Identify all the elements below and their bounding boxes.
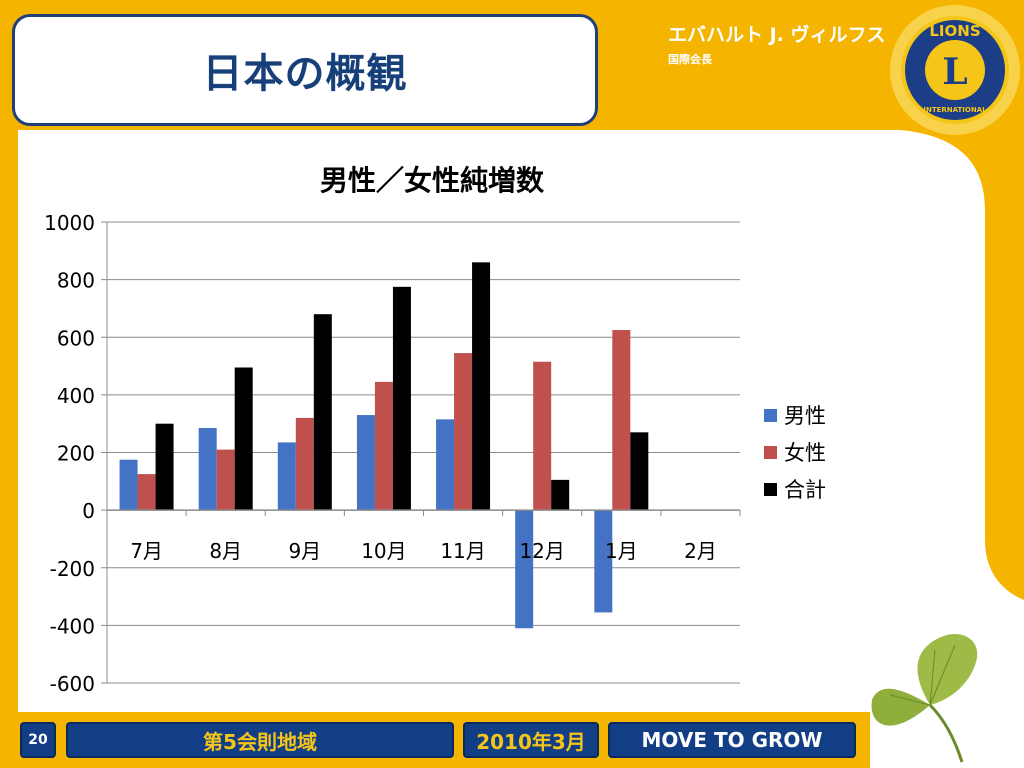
legend-swatch bbox=[764, 409, 777, 422]
bar-male bbox=[277, 442, 296, 511]
y-tick-label: 1000 bbox=[44, 211, 95, 235]
bar-total bbox=[472, 262, 491, 511]
bar-female bbox=[533, 361, 552, 511]
y-tick-label: 600 bbox=[57, 326, 95, 350]
ginkgo-leaf-image bbox=[871, 634, 978, 763]
bar-total bbox=[313, 314, 332, 511]
chart-axes bbox=[101, 221, 741, 684]
chart-title: 男性／女性純増数 bbox=[320, 164, 545, 197]
x-tick-label: 8月 bbox=[209, 539, 242, 563]
bar-male bbox=[594, 510, 613, 613]
bar-female bbox=[216, 449, 235, 511]
chart-x-ticks: 7月 8月 9月 10月 11月 12月 1月 2月 bbox=[130, 539, 717, 563]
x-tick-label: 1月 bbox=[605, 539, 638, 563]
x-tick-label: 7月 bbox=[130, 539, 163, 563]
bar-male bbox=[436, 419, 455, 511]
lions-logo: L LIONS INTERNATIONAL bbox=[890, 5, 1020, 135]
logo-letter: L bbox=[942, 51, 967, 93]
y-tick-label: -600 bbox=[50, 672, 95, 696]
y-tick-label: 200 bbox=[57, 442, 95, 466]
bar-male bbox=[119, 459, 138, 511]
logo-text-top: LIONS bbox=[929, 22, 980, 40]
page-number-box: 20 bbox=[20, 722, 56, 758]
chart-y-ticks: 1000 800 600 400 200 0 -200 -400 -600 bbox=[44, 211, 95, 696]
y-tick-label: 0 bbox=[82, 499, 95, 523]
region-box: 第5会則地域 bbox=[66, 722, 454, 758]
chart-bars bbox=[119, 262, 649, 629]
y-tick-label: -200 bbox=[50, 557, 95, 581]
slogan-label: MOVE TO GROW bbox=[641, 728, 823, 752]
legend-label: 男性 bbox=[784, 404, 826, 428]
bar-female bbox=[454, 353, 473, 511]
y-tick-label: 800 bbox=[57, 269, 95, 293]
date-label: 2010年3月 bbox=[476, 729, 586, 754]
presenter-block: エバハルト J. ヴィルフス 国際会長 bbox=[668, 20, 886, 67]
bar-total bbox=[630, 432, 649, 511]
page-number: 20 bbox=[28, 732, 48, 748]
x-tick-label: 10月 bbox=[361, 539, 406, 563]
logo-text-bottom: INTERNATIONAL bbox=[923, 106, 987, 114]
bar-total bbox=[234, 367, 253, 511]
bar-female bbox=[137, 474, 156, 511]
slide-title: 日本の概観 bbox=[202, 51, 408, 97]
bar-total bbox=[392, 286, 411, 511]
bar-female bbox=[295, 417, 314, 511]
presenter-role: 国際会長 bbox=[668, 53, 712, 66]
x-tick-label: 12月 bbox=[519, 539, 564, 563]
legend-swatch bbox=[764, 446, 777, 459]
bar-total bbox=[551, 479, 570, 511]
region-label: 第5会則地域 bbox=[203, 729, 317, 754]
date-box: 2010年3月 bbox=[463, 722, 599, 758]
x-tick-label: 9月 bbox=[288, 539, 321, 563]
legend-swatch bbox=[764, 483, 777, 496]
presenter-name: エバハルト J. ヴィルフス bbox=[668, 24, 886, 46]
legend-label: 合計 bbox=[784, 478, 826, 502]
bar-male bbox=[198, 428, 217, 511]
bar-female bbox=[612, 330, 631, 511]
y-tick-label: -400 bbox=[50, 614, 95, 638]
legend-label: 女性 bbox=[784, 441, 826, 465]
bar-female bbox=[374, 381, 393, 511]
bar-male bbox=[515, 510, 534, 629]
bar-male bbox=[356, 415, 375, 511]
x-tick-label: 2月 bbox=[684, 539, 717, 563]
slogan-box: MOVE TO GROW bbox=[608, 722, 856, 758]
slide-title-box: 日本の概観 bbox=[12, 14, 598, 126]
x-tick-label: 11月 bbox=[440, 539, 485, 563]
y-tick-label: 400 bbox=[57, 384, 95, 408]
bar-total bbox=[155, 423, 174, 511]
